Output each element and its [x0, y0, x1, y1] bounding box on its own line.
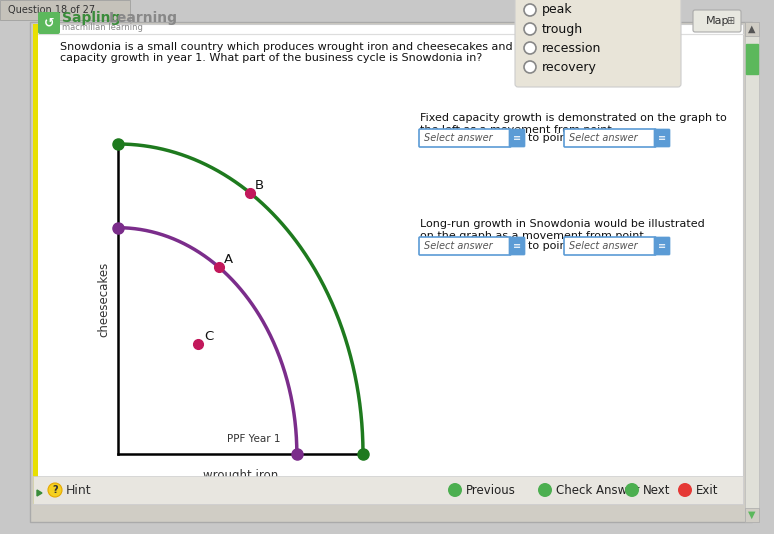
Circle shape [448, 483, 462, 497]
Circle shape [524, 4, 536, 16]
Text: ↺: ↺ [44, 17, 54, 29]
Text: cheesecakes: cheesecakes [98, 261, 111, 336]
Text: Question 18 of 27: Question 18 of 27 [8, 5, 95, 15]
Polygon shape [37, 490, 42, 496]
Bar [0, 0, 130, 20]
Bar [33, 24, 38, 504]
Text: Long-run growth in Snowdonia would be illustrated: Long-run growth in Snowdonia would be il… [420, 219, 705, 229]
Text: recovery: recovery [542, 60, 597, 74]
Text: Sapling: Sapling [62, 11, 121, 25]
Text: Next: Next [643, 483, 670, 497]
Circle shape [524, 42, 536, 54]
Text: ≡: ≡ [658, 241, 666, 251]
Text: to point: to point [528, 241, 571, 251]
Text: trough: trough [542, 22, 583, 35]
Text: ≡: ≡ [513, 241, 521, 251]
Circle shape [48, 483, 62, 497]
Text: to point: to point [528, 133, 571, 143]
Text: capacity growth in year 1. What part of the business cycle is Snowdonia in?: capacity growth in year 1. What part of … [60, 53, 482, 63]
Text: Hint: Hint [66, 483, 91, 497]
Bar [745, 22, 759, 36]
FancyBboxPatch shape [654, 237, 670, 255]
FancyBboxPatch shape [38, 12, 60, 34]
Text: B: B [255, 179, 265, 192]
Text: the left as a movement from point: the left as a movement from point [420, 125, 611, 135]
Text: macmillan learning: macmillan learning [62, 22, 143, 32]
Text: Previous: Previous [466, 483, 516, 497]
Text: ?: ? [52, 485, 58, 495]
Text: ≡: ≡ [658, 133, 666, 143]
Circle shape [524, 23, 536, 35]
Text: ▲: ▲ [748, 24, 755, 34]
Bar [33, 476, 743, 504]
Text: Snowdonia is a small country which produces wrought iron and cheesecakes and is : Snowdonia is a small country which produ… [60, 42, 632, 52]
Text: PPF Year 1: PPF Year 1 [227, 434, 280, 444]
FancyBboxPatch shape [419, 237, 511, 255]
Text: A: A [224, 253, 233, 266]
Text: Select answer: Select answer [569, 241, 638, 251]
Text: wrought iron: wrought iron [203, 469, 278, 483]
FancyBboxPatch shape [509, 237, 525, 255]
Bar [745, 508, 759, 522]
Circle shape [538, 483, 552, 497]
Text: Learning: Learning [109, 11, 178, 25]
Text: Fixed capacity growth is demonstrated on the graph to: Fixed capacity growth is demonstrated on… [420, 113, 727, 123]
FancyBboxPatch shape [515, 0, 681, 87]
Text: C: C [204, 330, 214, 343]
Text: Map: Map [706, 16, 730, 26]
Bar [33, 24, 743, 504]
Bar [745, 22, 759, 522]
Text: Check Answer: Check Answer [556, 483, 639, 497]
Text: Select answer: Select answer [424, 133, 492, 143]
Text: ≡: ≡ [513, 133, 521, 143]
Text: Select answer: Select answer [424, 241, 492, 251]
Bar [746, 44, 758, 74]
Text: Exit: Exit [696, 483, 718, 497]
Text: peak: peak [542, 4, 573, 17]
FancyBboxPatch shape [654, 129, 670, 147]
Circle shape [678, 483, 692, 497]
Text: ▼: ▼ [748, 510, 755, 520]
Text: Select answer: Select answer [569, 133, 638, 143]
Text: ⊞: ⊞ [726, 16, 734, 26]
FancyBboxPatch shape [564, 129, 656, 147]
Text: on the graph as a movement from point: on the graph as a movement from point [420, 231, 644, 241]
Circle shape [625, 483, 639, 497]
FancyBboxPatch shape [693, 10, 741, 32]
FancyBboxPatch shape [419, 129, 511, 147]
FancyBboxPatch shape [509, 129, 525, 147]
Circle shape [524, 61, 536, 73]
Text: recession: recession [542, 42, 601, 54]
FancyBboxPatch shape [564, 237, 656, 255]
